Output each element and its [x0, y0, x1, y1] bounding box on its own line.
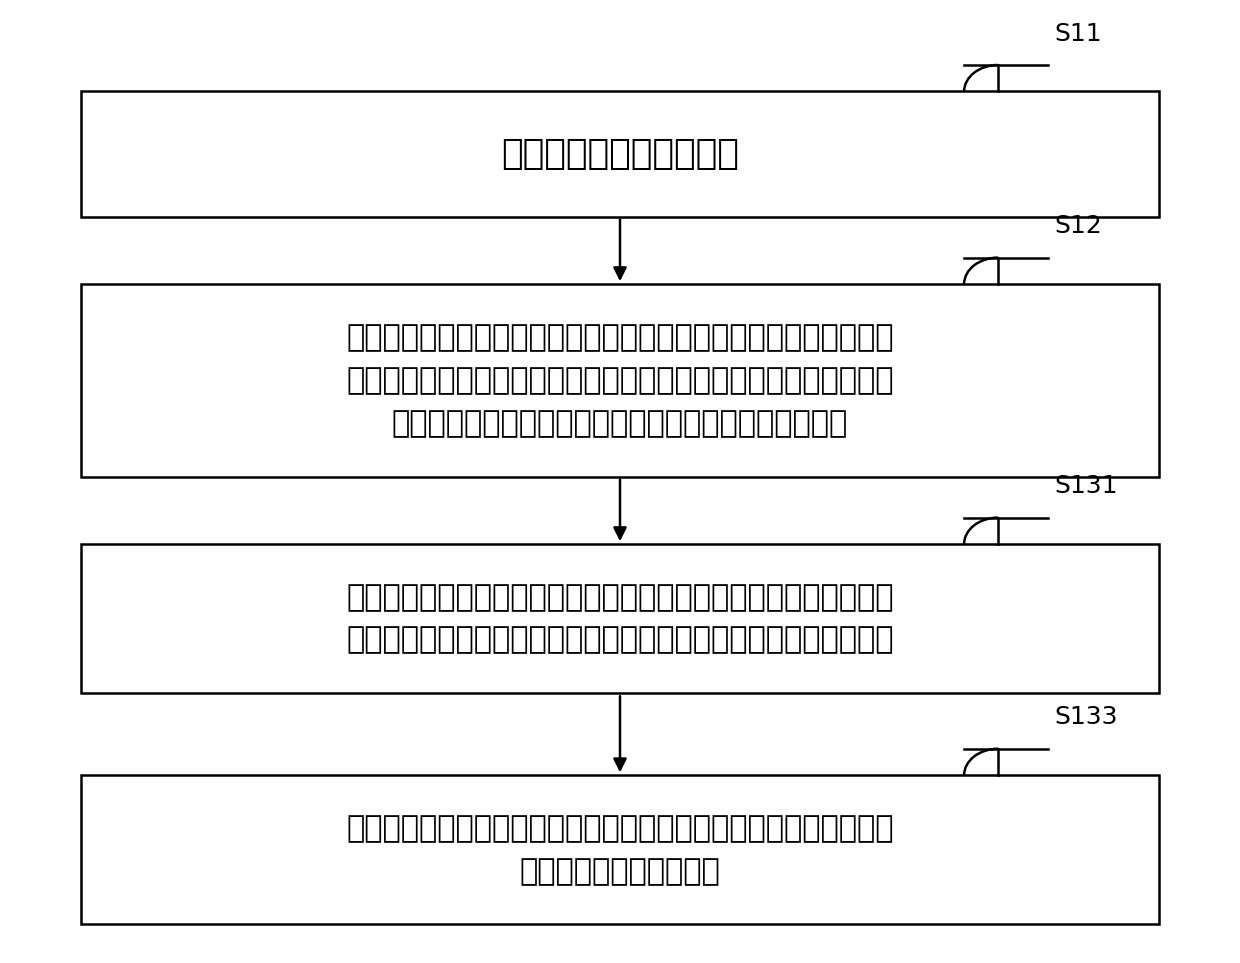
Text: 根据第一静电负刚度、第一电压变化量、第二静电负刚度和第二电压
变化量，得到机械梁刚度: 根据第一静电负刚度、第一电压变化量、第二静电负刚度和第二电压 变化量，得到机械梁…: [346, 814, 894, 886]
Text: S133: S133: [1054, 706, 1117, 729]
Text: S11: S11: [1054, 22, 1101, 45]
Bar: [81, 284, 1159, 477]
Text: S12: S12: [1054, 215, 1102, 238]
Bar: [81, 544, 1159, 693]
Bar: [81, 775, 1159, 924]
Text: 选取各预载电压中的第一预载电压对应的第一静电负刚度和第一电压
变化量，以及第二预载电压对应的第二静电负刚度和第二电压变化量: 选取各预载电压中的第一预载电压对应的第一静电负刚度和第一电压 变化量，以及第二预…: [346, 583, 894, 655]
Bar: [81, 91, 1159, 217]
Text: S131: S131: [1054, 475, 1117, 498]
Text: 在加速度计受到的加速度发生变化时，获取加速度计在第一预载电压
下输出的第一电压变化量，以及在加速度计受到的加速度发生变化时
，获取加速度计在第二预载电压下输出的: 在加速度计受到的加速度发生变化时，获取加速度计在第一预载电压 下输出的第一电压变…: [346, 323, 894, 438]
Text: 向加速度计施加预载电压: 向加速度计施加预载电压: [501, 137, 739, 171]
